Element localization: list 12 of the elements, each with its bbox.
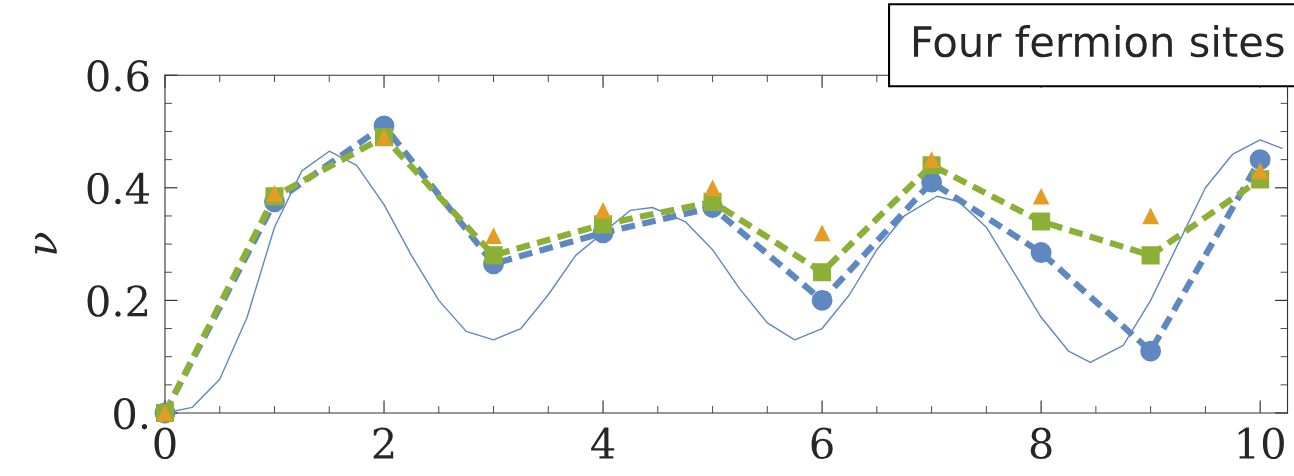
text: Four fermion sites bbox=[913, 25, 1284, 58]
y-tick-label: 0.2 bbox=[87, 285, 148, 317]
y-tick-label: 0.4 bbox=[87, 172, 149, 205]
x-tick-label: 10 bbox=[1238, 427, 1284, 460]
x-tick-label: 0 bbox=[154, 427, 176, 460]
y-axis-title: ν bbox=[35, 232, 57, 254]
y-tick-label: 0. bbox=[114, 397, 148, 430]
x-tick-label: 2 bbox=[373, 427, 394, 459]
x-tick-label: 6 bbox=[811, 427, 833, 460]
x-tick-label: 4 bbox=[591, 427, 615, 459]
y-tick-label: 0.6 bbox=[87, 60, 149, 92]
x-tick-label: 8 bbox=[1030, 427, 1052, 460]
